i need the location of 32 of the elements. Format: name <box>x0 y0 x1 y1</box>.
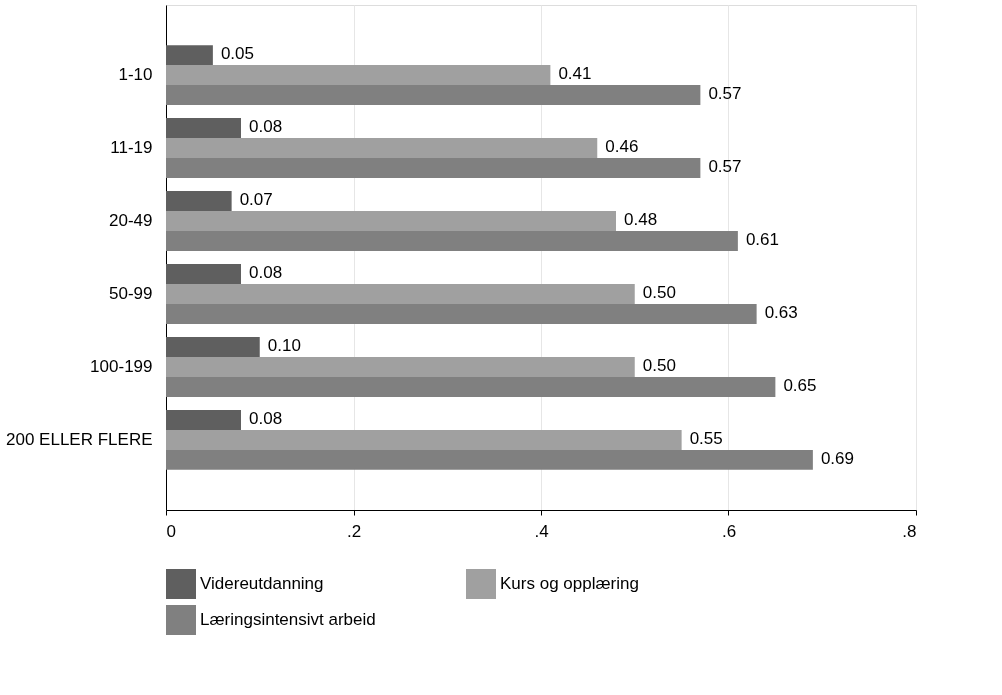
legend-label: Kurs og opplæring <box>500 574 639 593</box>
y-tick-label: 50-99 <box>109 283 153 303</box>
data-label: 0.41 <box>558 64 592 84</box>
data-label: 0.63 <box>764 302 798 322</box>
data-label: 0.08 <box>249 117 283 137</box>
data-label: 0.55 <box>689 428 723 448</box>
y-tick-label: 200 ELLER FLERE <box>6 429 153 449</box>
y-tick-label: 11-19 <box>110 138 153 158</box>
x-tick-label: .8 <box>902 521 917 541</box>
data-label: 0.50 <box>642 282 676 302</box>
legend-label: Læringsintensivt arbeid <box>200 610 376 629</box>
data-label: 0.08 <box>249 409 283 428</box>
data-label: 0.69 <box>820 448 854 468</box>
x-tick-label: .2 <box>346 521 362 541</box>
data-label: 0.57 <box>708 84 742 103</box>
legend-label: Videreutdanning <box>200 574 324 593</box>
data-label: 0.65 <box>783 375 817 395</box>
data-label: 0.50 <box>642 355 676 375</box>
y-tick-label: 100-199 <box>90 356 153 376</box>
x-tick-label: .6 <box>721 521 737 541</box>
x-tick-label: .4 <box>534 521 549 541</box>
data-label: 0.57 <box>708 156 742 176</box>
data-label: 0.08 <box>249 263 283 283</box>
x-tick-label: 0 <box>166 521 176 541</box>
y-tick-label: 20-49 <box>109 211 153 231</box>
data-label: 0.46 <box>605 137 639 157</box>
data-label: 0.10 <box>267 336 301 356</box>
data-label: 0.07 <box>239 190 273 210</box>
data-label: 0.05 <box>220 44 254 64</box>
y-tick-label: 1-10 <box>118 65 153 85</box>
data-label: 0.61 <box>745 229 779 249</box>
data-label: 0.48 <box>624 210 658 230</box>
